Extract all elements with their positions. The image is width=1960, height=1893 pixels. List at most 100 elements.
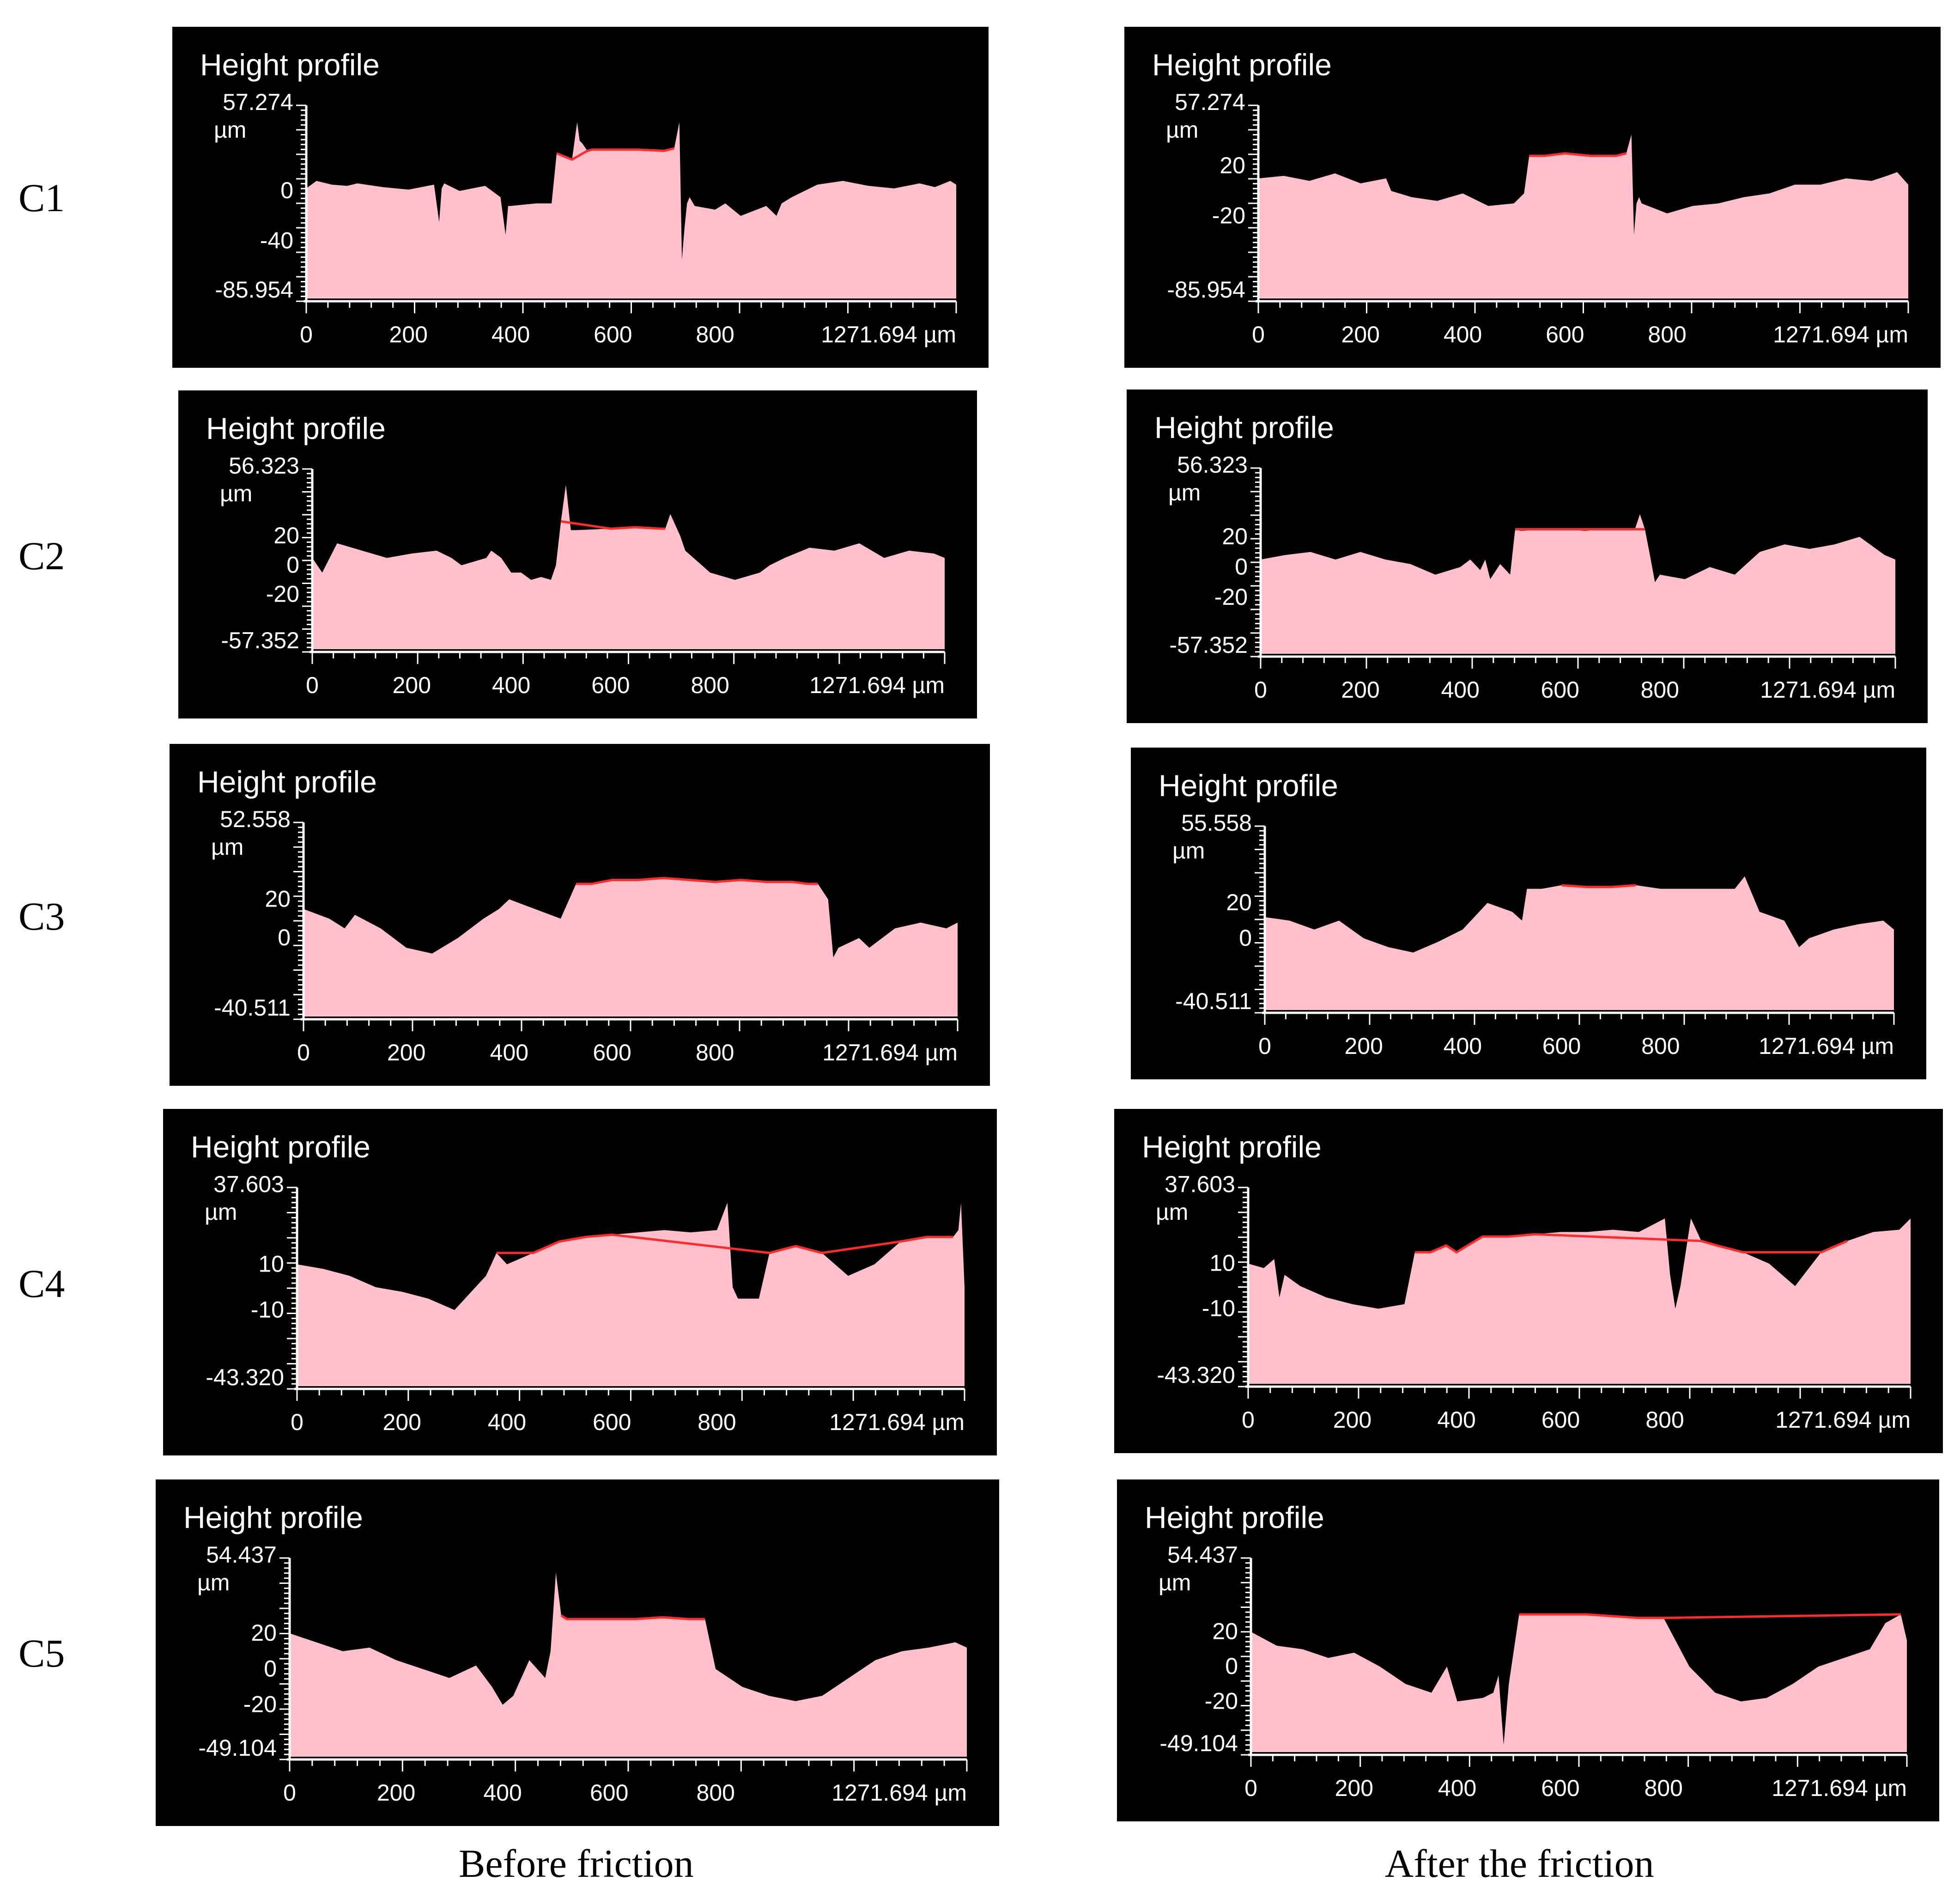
x-tick-label: 400 [490,1040,528,1065]
y-tick-label: 0 [1235,554,1248,579]
x-tick-label: 0 [1252,322,1265,347]
height-profile-c4-before: Height profile 37.603 10 -10 -43.320 µm 0 200 40… [163,1109,997,1455]
y-tick-label: 0 [264,1656,277,1681]
x-tick-label: 200 [393,672,431,698]
profile-trace [576,877,818,885]
y-unit-label: µm [220,481,252,506]
profile-area [303,878,958,1016]
y-tick-label: -40.511 [214,995,291,1021]
y-tick-label: 57.274 [223,89,293,115]
profile-trace [496,1233,953,1254]
y-tick-label: 56.323 [229,453,299,479]
x-tick-label: 600 [1541,677,1579,703]
y-tick-label: 37.603 [1165,1171,1235,1197]
x-tick-label: 600 [590,1780,628,1806]
profile-area [297,1203,965,1386]
profile-trace [1414,1233,1848,1254]
x-tick-label: 600 [1546,322,1584,347]
height-profile-c1-after: Height profile 57.274 20 -20 -85.954 µm 0 200 40… [1124,27,1941,368]
x-tick-label: 1271.694 µm [1773,322,1908,347]
y-unit-label: µm [1166,117,1198,143]
x-tick-label: 800 [696,1040,734,1065]
row-label-c3: C3 [18,894,65,938]
x-tick-label: 1271.694 µm [1760,677,1895,703]
panel-title: Height profile [206,411,386,445]
x-tick-label: 0 [1242,1407,1255,1433]
y-unit-label: µm [1172,838,1205,864]
profile-trace [1561,884,1636,889]
y-tick-label: 57.274 [1175,89,1245,115]
y-tick-label: 20 [1226,889,1252,915]
x-tick-label: 400 [488,1409,526,1435]
row-label-c2: C2 [18,534,65,578]
y-tick-label: 0 [280,177,293,203]
x-tick-label: 0 [306,672,319,698]
profile-trace [1519,1613,1901,1619]
x-tick-label: 600 [1541,1775,1579,1801]
y-tick-label: -40 [260,228,293,254]
profile-trace [556,147,675,161]
x-tick-label: 800 [696,322,734,347]
x-tick-label: 0 [1244,1775,1257,1801]
x-tick-label: 800 [1645,1407,1684,1433]
y-tick-label: 20 [1212,1619,1238,1644]
row-label-c5: C5 [18,1631,65,1675]
x-tick-label: 1271.694 µm [1775,1407,1911,1433]
x-tick-label: 200 [1341,322,1380,347]
x-tick-label: 1271.694 µm [831,1780,967,1806]
panel-title: Height profile [191,1130,370,1164]
panel-title: Height profile [197,765,377,799]
y-unit-label: µm [197,1570,230,1595]
row-label-c4: C4 [18,1261,65,1306]
x-tick-label: 200 [1341,677,1379,703]
profile-area [312,485,945,649]
y-tick-label: 10 [1209,1250,1235,1276]
x-tick-label: 200 [389,322,428,347]
y-tick-label: 0 [278,925,291,950]
x-tick-label: 400 [1444,1033,1482,1059]
x-tick-label: 1271.694 µm [1772,1775,1907,1801]
y-tick-label: 37.603 [213,1171,284,1197]
x-tick-label: 600 [593,1040,631,1065]
y-tick-label: -20 [1212,202,1245,228]
x-tick-label: 800 [697,1780,735,1806]
y-tick-label: -43.320 [1157,1362,1235,1388]
y-unit-label: µm [211,834,243,860]
y-tick-label: -43.320 [206,1364,284,1390]
y-tick-label: 20 [273,523,299,548]
y-tick-label: 52.558 [220,806,291,832]
y-tick-label: -10 [251,1296,284,1322]
y-tick-label: -57.352 [221,627,299,653]
x-tick-label: 200 [1344,1033,1383,1059]
y-tick-label: 55.558 [1181,810,1252,836]
x-tick-label: 200 [387,1040,425,1065]
caption-before-friction: Before friction [459,1841,694,1886]
panel-title: Height profile [1154,410,1334,444]
x-tick-label: 400 [1437,1407,1475,1433]
y-tick-label: 54.437 [206,1542,277,1568]
y-tick-label: 20 [265,886,291,912]
x-tick-label: 800 [691,672,729,698]
y-unit-label: µm [1168,480,1201,505]
x-tick-label: 0 [297,1040,310,1065]
y-tick-label: -57.352 [1169,632,1248,658]
x-tick-label: 600 [594,322,632,347]
y-tick-label: -85.954 [1167,277,1245,303]
x-tick-label: 0 [1254,677,1267,703]
y-tick-label: -49.104 [198,1735,277,1761]
panel-title: Height profile [183,1500,363,1534]
profile-area [306,122,956,298]
y-tick-label: 20 [251,1620,277,1646]
x-tick-label: 0 [300,322,313,347]
x-tick-label: 1271.694 µm [809,672,945,698]
x-tick-label: 400 [492,672,530,698]
x-tick-label: 400 [1441,677,1479,703]
profile-area [1248,1218,1911,1384]
x-tick-label: 1271.694 µm [822,1040,958,1065]
panel-title: Height profile [1142,1130,1322,1164]
x-tick-label: 0 [1258,1033,1271,1059]
